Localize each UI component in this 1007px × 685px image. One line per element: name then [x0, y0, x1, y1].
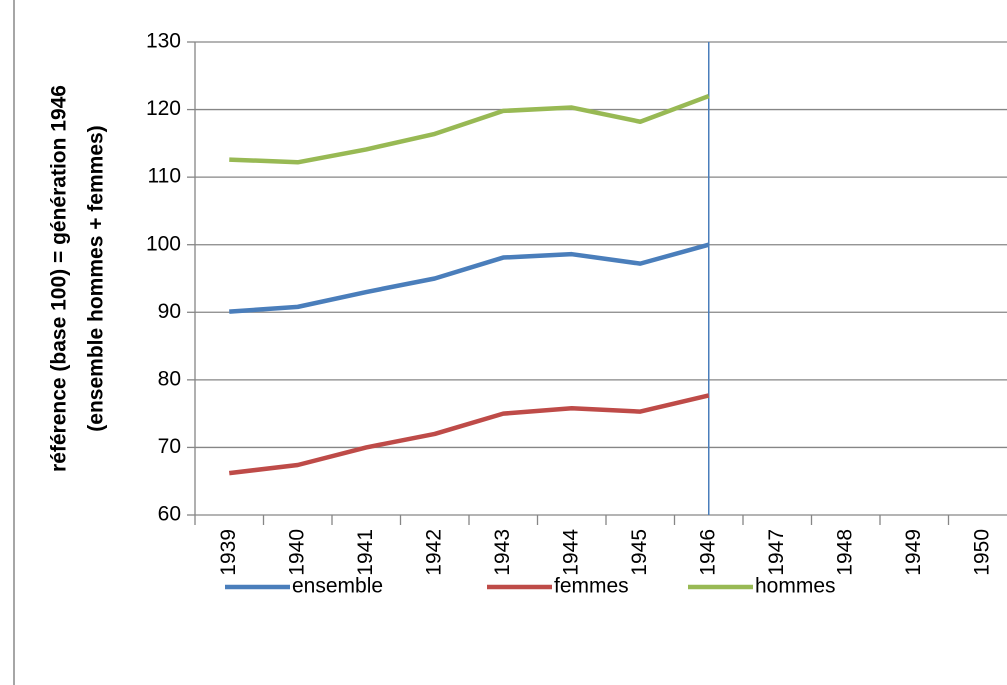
y-tick-label: 100	[146, 232, 181, 255]
x-tick-label: 1947	[765, 529, 788, 576]
legend-label: hommes	[755, 575, 836, 598]
y-tick-label: 110	[148, 165, 181, 188]
y-tick-label: 90	[158, 300, 181, 323]
x-tick-label: 1939	[217, 529, 240, 576]
legend-label: ensemble	[292, 575, 383, 598]
y-axis-title: (ensemble hommes + femmes)	[85, 125, 108, 431]
x-tick-label: 1950	[970, 529, 993, 576]
chart-border	[13, 0, 15, 685]
x-tick-label: 1945	[628, 529, 651, 576]
x-tick-label: 1942	[422, 529, 445, 576]
y-tick-label: 120	[146, 97, 181, 120]
legend-label: femmes	[554, 575, 629, 598]
x-tick-label: 1944	[559, 529, 582, 576]
y-tick-label: 80	[158, 367, 181, 390]
y-tick-label: 130	[146, 30, 181, 53]
x-tick-label: 1941	[354, 529, 377, 576]
x-tick-label: 1946	[696, 529, 719, 576]
x-tick-label: 1949	[902, 529, 925, 576]
series-line	[229, 242, 710, 314]
x-tick-label: 1940	[285, 529, 308, 576]
series-line	[229, 93, 710, 165]
y-axis-title: référence (base 100) = génération 1946	[48, 85, 71, 472]
x-tick-label: 1943	[491, 529, 514, 576]
y-tick-label: 60	[158, 503, 181, 526]
series-line	[228, 393, 710, 476]
x-tick-label: 1948	[833, 529, 856, 576]
y-tick-label: 70	[158, 435, 181, 458]
